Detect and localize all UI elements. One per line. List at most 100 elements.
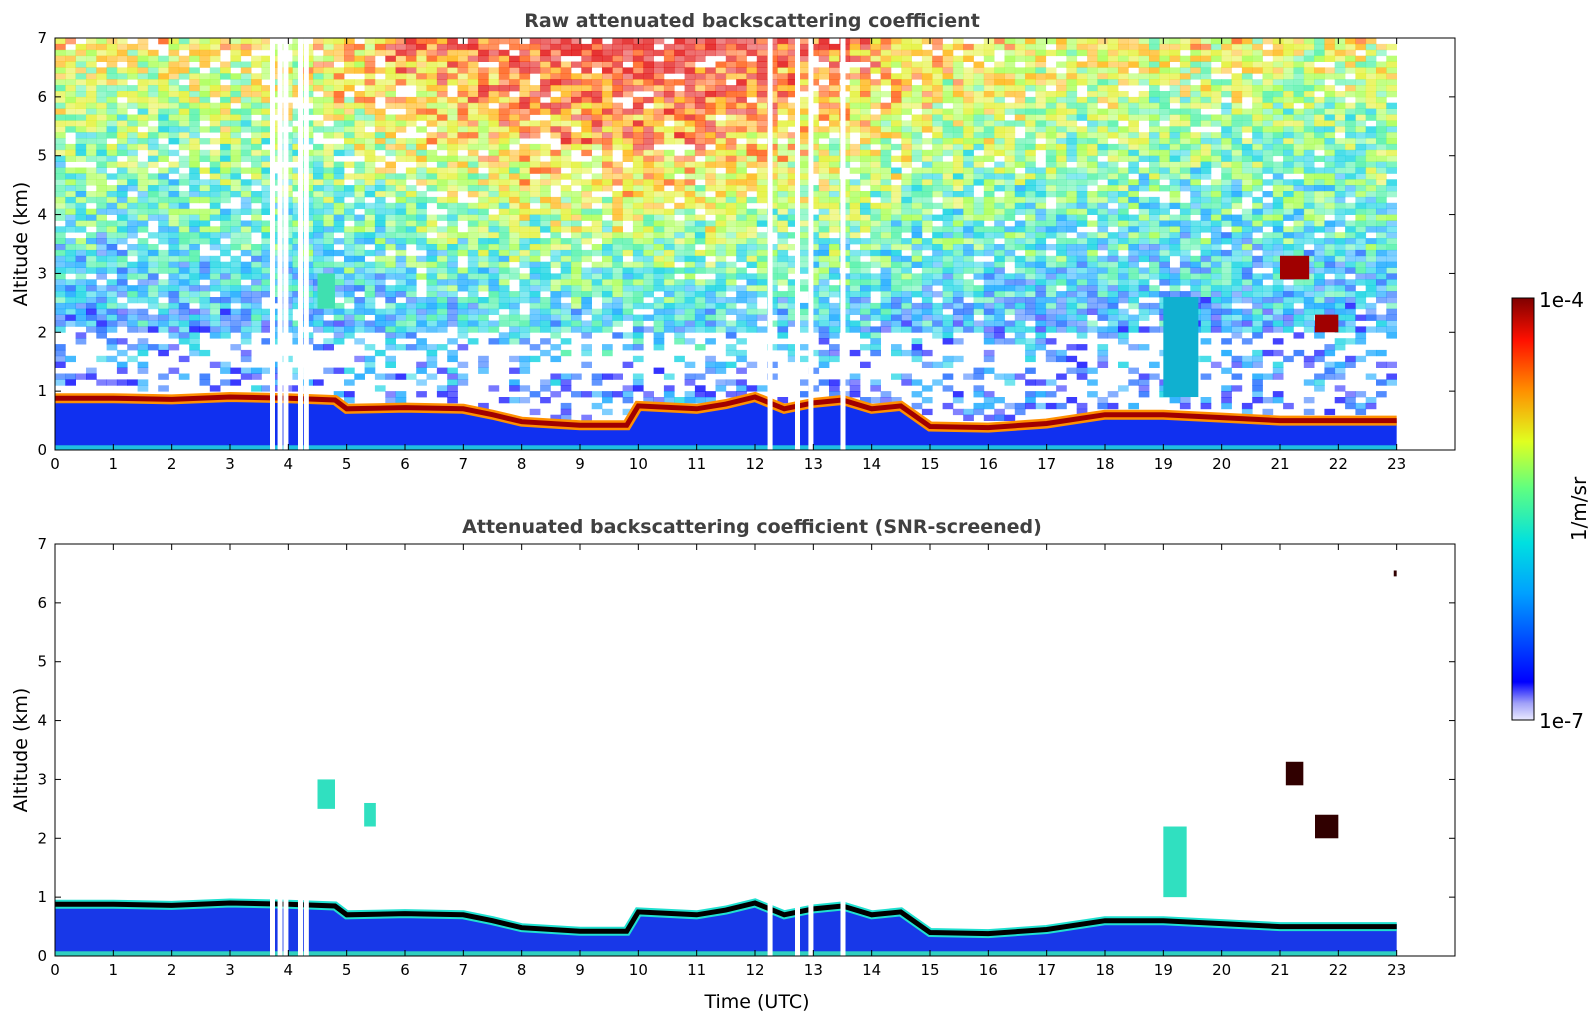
- backscatter-cell: [354, 167, 365, 174]
- backscatter-cell: [612, 332, 623, 339]
- backscatter-cell: [571, 291, 582, 298]
- backscatter-cell: [220, 332, 231, 339]
- backscatter-cell: [189, 132, 200, 139]
- backscatter-cell: [251, 108, 262, 115]
- backscatter-cell: [725, 320, 737, 327]
- backscatter-cell: [787, 244, 799, 251]
- backscatter-cell: [891, 91, 902, 98]
- backscatter-cell: [901, 244, 912, 251]
- backscatter-cell: [395, 185, 407, 192]
- backscatter-cell: [952, 61, 964, 68]
- backscatter-cell: [880, 120, 892, 127]
- backscatter-cell: [1087, 91, 1098, 98]
- backscatter-cell: [106, 261, 118, 268]
- backscatter-cell: [994, 143, 1005, 151]
- backscatter-cell: [622, 114, 634, 121]
- backscatter-cell: [901, 291, 912, 298]
- backscatter-cell: [560, 285, 572, 292]
- backscatter-cell: [509, 67, 520, 74]
- backscatter-cell: [344, 391, 355, 398]
- backscatter-cell: [385, 214, 396, 221]
- backscatter-cell: [602, 67, 613, 74]
- backscatter-cell: [478, 114, 489, 121]
- backscatter-cell: [829, 308, 840, 315]
- backscatter-cell: [643, 161, 654, 168]
- backscatter-cell: [952, 338, 964, 345]
- panel-title: Raw attenuated backscattering coefficien…: [524, 10, 980, 32]
- backscatter-cell: [178, 85, 190, 92]
- backscatter-cell: [1076, 108, 1088, 115]
- backscatter-cell: [106, 38, 118, 45]
- backscatter-cell: [96, 143, 107, 151]
- backscatter-cell: [983, 261, 995, 268]
- backscatter-cell: [447, 143, 458, 151]
- backscatter-cell: [416, 61, 427, 68]
- backscatter-cell: [591, 155, 603, 162]
- backscatter-cell: [1097, 167, 1109, 174]
- backscatter-cell: [261, 43, 273, 51]
- backscatter-cell: [983, 191, 995, 198]
- backscatter-cell: [251, 179, 262, 186]
- backscatter-cell: [787, 108, 799, 115]
- backscatter-cell: [663, 273, 675, 280]
- backscatter-cell: [178, 196, 190, 204]
- backscatter-cell: [911, 85, 923, 92]
- backscatter-cell: [1066, 114, 1078, 121]
- backscatter-cell: [921, 38, 933, 45]
- backscatter-cell: [808, 279, 820, 286]
- backscatter-cell: [65, 155, 76, 162]
- backscatter-cell: [199, 108, 211, 115]
- backscatter-cell: [189, 297, 200, 304]
- backscatter-cell: [880, 49, 892, 57]
- backscatter-cell: [1035, 297, 1047, 304]
- backscatter-cell: [952, 126, 964, 133]
- backscatter-cell: [178, 126, 190, 133]
- backscatter-cell: [467, 155, 479, 162]
- backscatter-cell: [127, 244, 138, 251]
- backscatter-cell: [860, 291, 871, 298]
- backscatter-cell: [921, 285, 933, 292]
- backscatter-cell: [550, 320, 562, 327]
- backscatter-cell: [447, 291, 458, 298]
- backscatter-cell: [653, 138, 665, 145]
- backscatter-cell: [612, 220, 623, 227]
- backscatter-cell: [127, 43, 138, 51]
- backscatter-cell: [1066, 143, 1078, 151]
- backscatter-cell: [715, 267, 727, 274]
- backscatter-cell: [715, 279, 727, 286]
- backscatter-cell: [829, 167, 840, 174]
- backscatter-cell: [1056, 355, 1067, 363]
- backscatter-cell: [230, 161, 242, 168]
- backscatter-cell: [994, 108, 1005, 115]
- backscatter-cell: [209, 226, 221, 233]
- backscatter-cell: [942, 202, 954, 210]
- backscatter-cell: [220, 196, 231, 204]
- backscatter-cell: [1004, 249, 1016, 257]
- backscatter-cell: [127, 261, 138, 268]
- backscatter-cell: [374, 126, 386, 133]
- backscatter-cell: [55, 255, 66, 263]
- backscatter-cell: [911, 214, 923, 221]
- backscatter-cell: [385, 244, 396, 251]
- backscatter-cell: [684, 67, 696, 74]
- backscatter-cell: [808, 73, 820, 80]
- backscatter-cell: [86, 126, 97, 133]
- backscatter-cell: [178, 320, 190, 327]
- backscatter-cell: [1056, 349, 1067, 357]
- backscatter-cell: [921, 226, 933, 233]
- backscatter-cell: [405, 96, 417, 104]
- backscatter-cell: [1004, 91, 1016, 98]
- backscatter-cell: [478, 120, 489, 127]
- backscatter-cell: [395, 267, 407, 274]
- backscatter-cell: [426, 73, 438, 80]
- backscatter-cell: [1014, 285, 1026, 292]
- backscatter-cell: [612, 126, 623, 133]
- backscatter-cell: [168, 249, 180, 257]
- backscatter-cell: [385, 273, 396, 280]
- backscatter-cell: [550, 255, 562, 263]
- backscatter-cell: [467, 326, 479, 333]
- backscatter-cell: [405, 155, 417, 162]
- backscatter-cell: [736, 338, 747, 345]
- backscatter-cell: [653, 297, 665, 304]
- backscatter-cell: [127, 138, 138, 145]
